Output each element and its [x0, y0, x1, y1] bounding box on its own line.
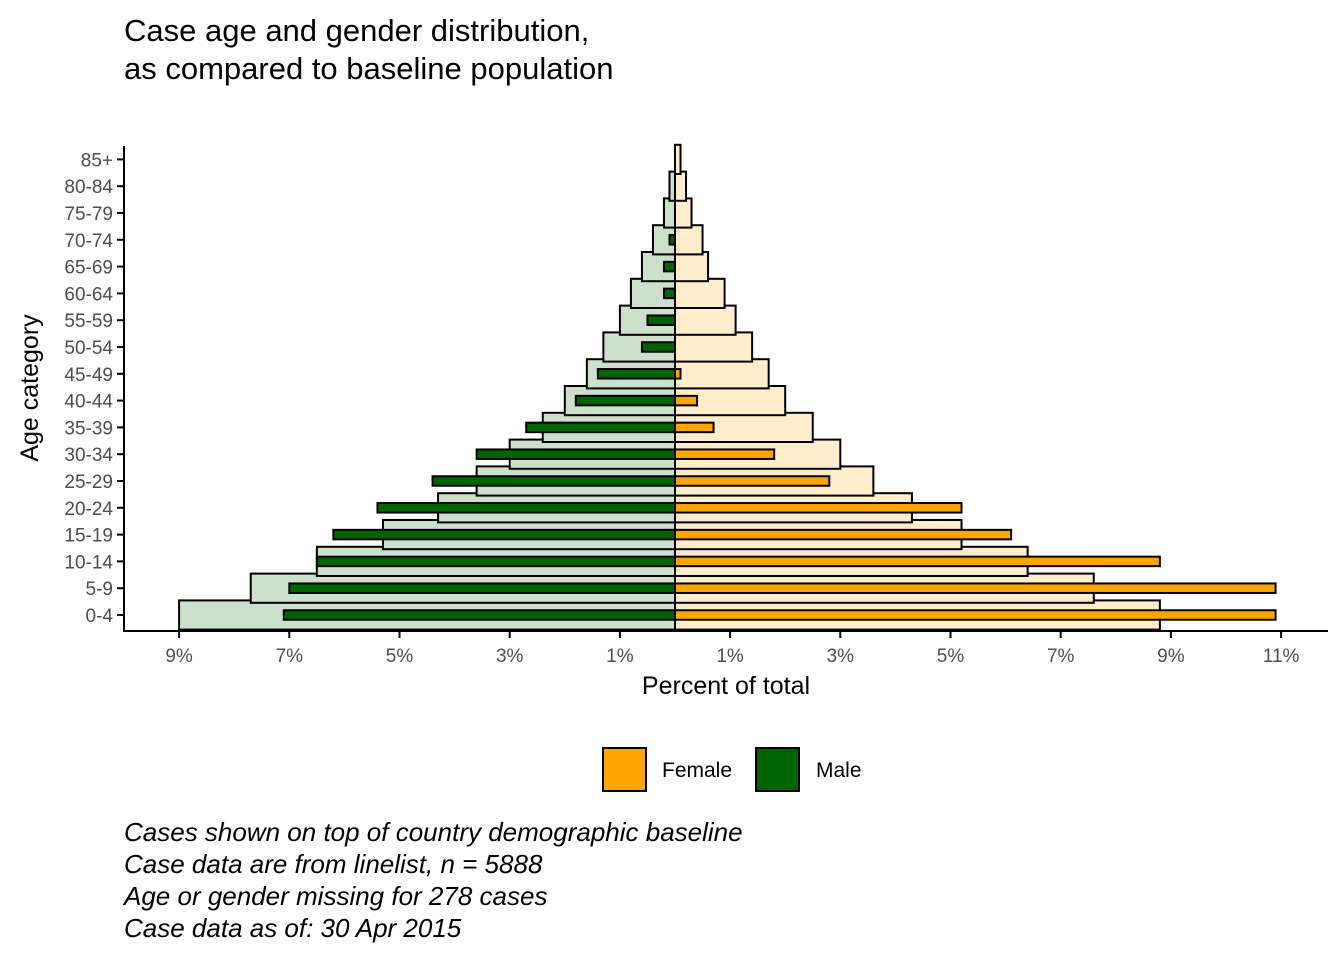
caption-line: Cases shown on top of country demographi… [124, 817, 743, 847]
case-bar-female-20-24 [674, 502, 963, 514]
y-tick-label: 0-4 [86, 606, 114, 627]
y-tick-label: 80-84 [64, 177, 113, 198]
y-tick-label: 45-49 [64, 365, 113, 386]
legend-label-male: Male [816, 759, 862, 782]
case-bar-male-65-69 [662, 260, 676, 273]
case-bar-female-40-44 [674, 394, 699, 407]
case-bar-female-10-14 [674, 555, 1161, 568]
x-tick-label: 9% [1157, 646, 1185, 667]
y-axis-ticks: 0-4 5-9 10-14 15-19 20-24 25-29 30-34 35-39 40-4… [64, 150, 124, 627]
baseline-bar-female-50-54 [674, 331, 754, 363]
y-tick-label: 35-39 [64, 418, 113, 439]
case-bar-female-25-29 [674, 475, 831, 487]
case-bar-female-35-39 [674, 421, 715, 434]
case-bar-female-5-9 [674, 582, 1277, 594]
x-tick-label: 9% [165, 646, 193, 667]
case-bar-male-15-19 [332, 528, 676, 541]
y-tick-label: 25-29 [64, 472, 113, 493]
legend: Female Male [602, 747, 862, 792]
x-tick-label: 5% [937, 646, 965, 667]
y-tick-label: 65-69 [64, 258, 113, 279]
x-tick-label: 11% [1263, 646, 1300, 667]
case-bar-male-50-54 [640, 341, 677, 353]
y-tick-label: 40-44 [64, 392, 113, 413]
caption-line: Age or gender missing for 278 cases [124, 881, 548, 911]
legend-swatch-female [602, 747, 647, 792]
case-bar-male-30-34 [475, 448, 677, 460]
y-tick-label: 60-64 [64, 284, 113, 305]
chart-title: Case age and gender distribution, as com… [124, 13, 614, 86]
x-tick-label: 1% [716, 646, 744, 667]
case-bar-male-0-4 [282, 609, 676, 621]
x-tick-label: 1% [606, 646, 634, 667]
x-tick-label: 7% [1047, 646, 1075, 667]
baseline-bar-female-75-79 [674, 197, 693, 229]
x-tick-label: 5% [386, 646, 414, 667]
caption: Cases shown on top of country demographi… [124, 816, 743, 944]
x-tick-label: 3% [827, 646, 855, 667]
case-bar-male-60-64 [662, 287, 676, 300]
case-bar-male-35-39 [525, 421, 676, 434]
baseline-bar-male-75-79 [662, 197, 676, 229]
y-tick-label: 20-24 [64, 499, 113, 520]
case-bar-female-0-4 [674, 609, 1277, 621]
y-tick-label: 85+ [81, 150, 113, 171]
x-axis-title: Percent of total [642, 672, 810, 700]
x-tick-label: 7% [276, 646, 304, 667]
caption-line: Case data as of: 30 Apr 2015 [124, 913, 462, 943]
y-axis-title: Age category [16, 314, 44, 462]
legend-label-female: Female [662, 759, 732, 782]
case-bar-male-20-24 [376, 502, 676, 514]
y-tick-label: 10-14 [64, 552, 113, 573]
x-axis-ticks: 9% 7% 5% 3% 1% 1% 3% 5% 7% 9% 11% [165, 631, 1300, 667]
y-tick-label: 75-79 [64, 204, 113, 225]
y-tick-label: 15-19 [64, 526, 113, 547]
baseline-bar-female-65-69 [674, 251, 710, 283]
baseline-bar-female-70-74 [674, 224, 704, 256]
case-bar-male-5-9 [288, 582, 676, 594]
case-bar-male-25-29 [431, 475, 676, 487]
baseline-bar-female-60-64 [674, 277, 726, 309]
y-tick-label: 55-59 [64, 311, 113, 332]
x-tick-label: 3% [496, 646, 524, 667]
baseline-bar-female-80-84 [674, 170, 688, 202]
axes [123, 146, 1328, 632]
y-tick-label: 50-54 [64, 338, 113, 359]
case-bar-male-55-59 [646, 314, 677, 326]
baseline-bar-female-45-49 [674, 358, 770, 390]
caption-line: Case data are from linelist, n = 5888 [124, 849, 543, 879]
case-bar-male-45-49 [596, 368, 676, 380]
y-tick-label: 5-9 [86, 579, 113, 600]
case-bar-male-40-44 [574, 394, 677, 407]
case-bar-female-15-19 [674, 528, 1013, 541]
baseline-bar-female-55-59 [674, 304, 737, 336]
y-tick-label: 30-34 [64, 445, 113, 466]
case-bar-male-10-14 [315, 555, 676, 568]
y-tick-label: 70-74 [64, 231, 113, 252]
legend-swatch-male [755, 747, 800, 792]
case-bar-female-30-34 [674, 448, 776, 460]
